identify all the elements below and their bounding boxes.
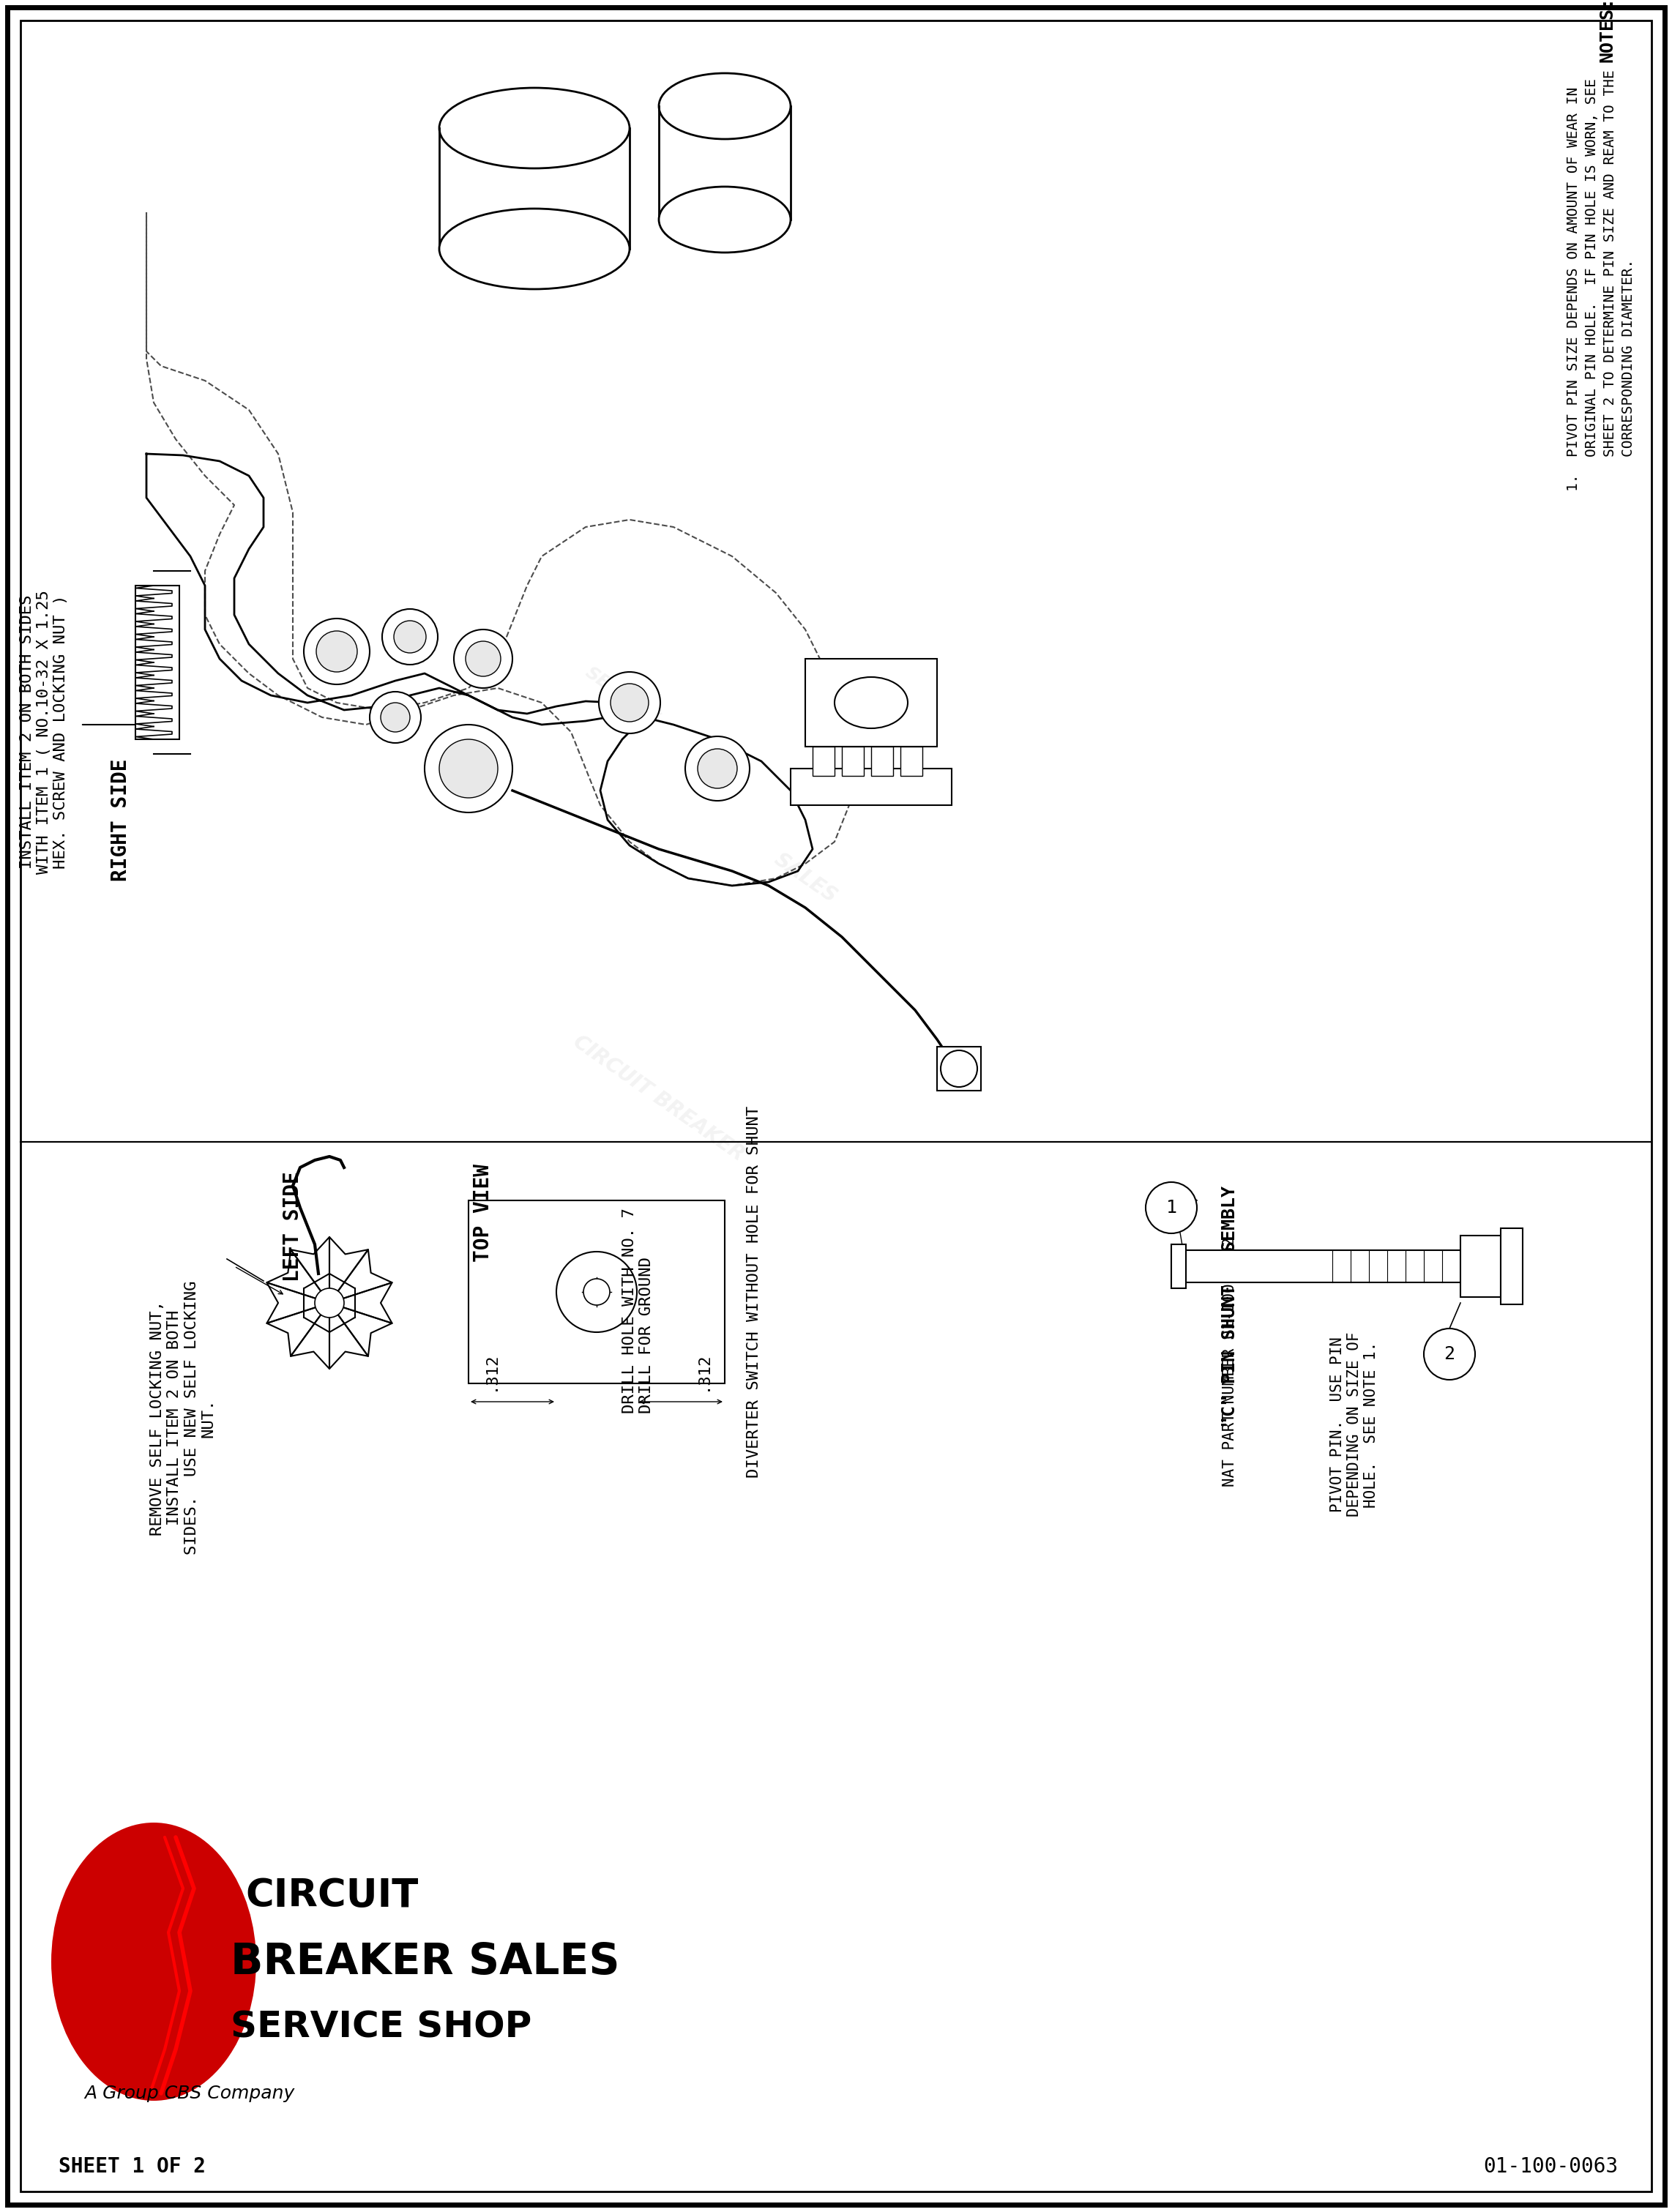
- Circle shape: [1145, 1181, 1197, 1234]
- Bar: [135, 586, 179, 739]
- Ellipse shape: [440, 208, 630, 290]
- Text: 1.  PIVOT PIN SIZE DEPENDS ON AMOUNT OF WEAR IN
    ORIGINAL PIN HOLE.  IF PIN H: 1. PIVOT PIN SIZE DEPENDS ON AMOUNT OF W…: [1567, 69, 1635, 491]
- Circle shape: [465, 641, 500, 677]
- Bar: [791, 768, 951, 805]
- Text: SERVICE SHOP: SERVICE SHOP: [231, 2011, 532, 2046]
- Text: SHEET 1 OF 2: SHEET 1 OF 2: [59, 2157, 206, 2177]
- Bar: [1501, 1228, 1523, 1305]
- Circle shape: [314, 1287, 344, 1318]
- Text: 01-100-0063: 01-100-0063: [1483, 2157, 1618, 2177]
- Text: 2: 2: [1445, 1345, 1455, 1363]
- Ellipse shape: [440, 88, 630, 168]
- Bar: [1172, 1245, 1185, 1287]
- Text: "C" PIN SHUNT ASSEMBLY: "C" PIN SHUNT ASSEMBLY: [1221, 1186, 1239, 1427]
- Ellipse shape: [834, 677, 908, 728]
- Circle shape: [557, 1252, 637, 1332]
- Bar: [1460, 1237, 1501, 1296]
- Circle shape: [584, 1279, 610, 1305]
- Text: DRILL HOLE WITH NO. 7
DRILL FOR GROUND: DRILL HOLE WITH NO. 7 DRILL FOR GROUND: [622, 1208, 654, 1413]
- Circle shape: [1425, 1329, 1475, 1380]
- Text: TOP VIEW: TOP VIEW: [473, 1164, 493, 1261]
- Text: INSTALL ITEM 2 ON BOTH SIDES
WITH ITEM 1 ( NO.10-32 X 1.25
HEX. SCREW AND LOCKIN: INSTALL ITEM 2 ON BOTH SIDES WITH ITEM 1…: [20, 591, 69, 874]
- Text: RIGHT SIDE: RIGHT SIDE: [110, 759, 130, 880]
- Circle shape: [599, 672, 660, 734]
- Circle shape: [383, 608, 438, 664]
- Ellipse shape: [659, 186, 791, 252]
- Bar: [871, 748, 893, 776]
- Circle shape: [697, 750, 737, 787]
- Text: LEFT SIDE: LEFT SIDE: [283, 1170, 303, 1281]
- Bar: [468, 1201, 724, 1382]
- Text: CIRCUIT: CIRCUIT: [246, 1876, 418, 1916]
- Circle shape: [453, 630, 512, 688]
- Bar: [901, 748, 923, 776]
- Text: NAT PART NUMBER 01-100-0062: NAT PART NUMBER 01-100-0062: [1222, 1237, 1237, 1486]
- Text: A Group CBS Company: A Group CBS Company: [84, 2084, 294, 2101]
- Circle shape: [941, 1051, 978, 1086]
- Text: .312: .312: [483, 1352, 498, 1391]
- Text: REMOVE SELF LOCKING NUT,
INSTALL ITEM 2 ON BOTH
SIDES.  USE NEW SELF LOCKING
NUT: REMOVE SELF LOCKING NUT, INSTALL ITEM 2 …: [150, 1281, 216, 1555]
- Bar: [843, 748, 864, 776]
- Text: 1: 1: [1165, 1199, 1177, 1217]
- Circle shape: [381, 703, 410, 732]
- Text: SERVICE: SERVICE: [582, 664, 662, 728]
- Ellipse shape: [659, 73, 791, 139]
- Circle shape: [304, 619, 370, 684]
- Text: NOTES:: NOTES:: [1598, 0, 1615, 62]
- Text: DIVERTER SWITCH WITHOUT HOLE FOR SHUNT: DIVERTER SWITCH WITHOUT HOLE FOR SHUNT: [747, 1106, 761, 1478]
- Text: .312: .312: [696, 1352, 711, 1391]
- Text: BREAKER SALES: BREAKER SALES: [231, 1940, 620, 1982]
- Circle shape: [686, 737, 749, 801]
- Circle shape: [370, 692, 421, 743]
- Circle shape: [610, 684, 649, 721]
- Bar: [806, 659, 936, 748]
- Text: PIVOT PIN.  USE PIN
DEPENDING ON SIZE OF
HOLE.  SEE NOTE 1.: PIVOT PIN. USE PIN DEPENDING ON SIZE OF …: [1329, 1332, 1379, 1517]
- Ellipse shape: [52, 1823, 256, 2101]
- Circle shape: [425, 726, 512, 812]
- Text: CIRCUIT BREAKER: CIRCUIT BREAKER: [570, 1031, 749, 1166]
- Circle shape: [395, 622, 426, 653]
- Circle shape: [316, 630, 358, 672]
- Bar: [813, 748, 834, 776]
- Bar: [1185, 1250, 1501, 1283]
- Circle shape: [440, 739, 498, 799]
- Text: SALES: SALES: [769, 849, 841, 907]
- Bar: [936, 1046, 981, 1091]
